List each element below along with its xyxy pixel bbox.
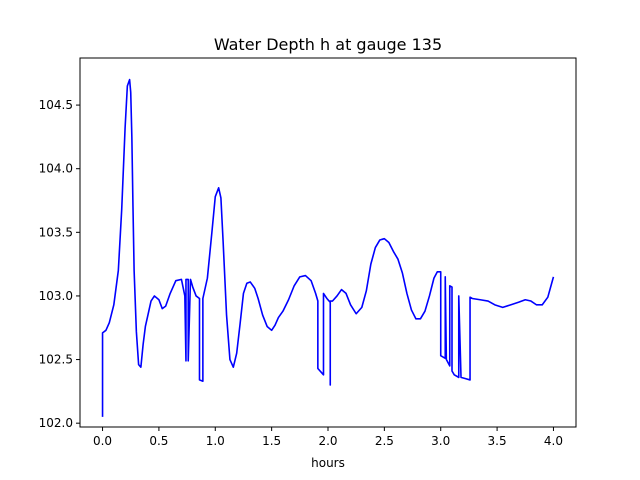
y-tick-label: 102.5 <box>39 353 73 367</box>
series-layer <box>101 78 555 417</box>
series-line <box>101 78 555 417</box>
x-tick-label: 0.5 <box>149 434 168 448</box>
x-tick-label: 4.0 <box>544 434 563 448</box>
ticks-layer: 0.0 0.5 1.0 1.5 2.0 2.5 3.0 3.5 4.0 102.0 102.5 103… <box>39 98 563 448</box>
y-tick-label: 103.0 <box>39 289 73 303</box>
x-tick-label: 2.0 <box>318 434 337 448</box>
chart-title: Water Depth h at gauge 135 <box>214 35 442 54</box>
x-tick-label: 2.5 <box>375 434 394 448</box>
plot-frame <box>79 57 577 428</box>
y-tick-label: 102.0 <box>39 416 73 430</box>
x-tick-label: 0.0 <box>93 434 112 448</box>
x-tick-label: 1.5 <box>262 434 281 448</box>
y-tick-label: 104.5 <box>39 98 73 112</box>
x-tick-label: 3.0 <box>431 434 450 448</box>
x-axis-label: hours <box>311 456 345 470</box>
x-tick-label: 1.0 <box>206 434 225 448</box>
y-tick-label: 104.0 <box>39 162 73 176</box>
y-tick-label: 103.5 <box>39 225 73 239</box>
x-tick-label: 3.5 <box>488 434 507 448</box>
